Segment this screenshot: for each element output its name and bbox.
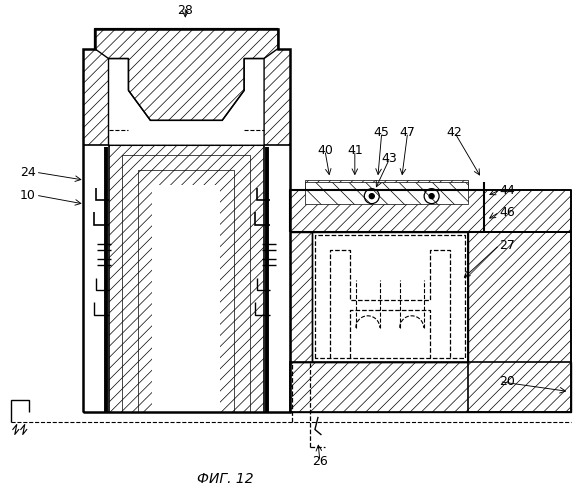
Text: 43: 43 xyxy=(382,152,398,165)
Polygon shape xyxy=(468,232,571,412)
Polygon shape xyxy=(290,190,485,232)
Polygon shape xyxy=(468,232,571,412)
Polygon shape xyxy=(305,180,468,190)
Circle shape xyxy=(429,194,434,198)
Text: 10: 10 xyxy=(20,188,36,202)
Polygon shape xyxy=(290,232,312,362)
Polygon shape xyxy=(468,232,571,412)
Text: 26: 26 xyxy=(312,455,328,468)
Text: 44: 44 xyxy=(499,184,515,196)
Polygon shape xyxy=(108,58,264,146)
Polygon shape xyxy=(138,170,234,412)
Polygon shape xyxy=(264,146,290,412)
Polygon shape xyxy=(122,156,250,412)
Circle shape xyxy=(369,194,374,198)
Polygon shape xyxy=(108,58,264,146)
Text: 24: 24 xyxy=(20,166,36,178)
Polygon shape xyxy=(83,146,108,412)
Polygon shape xyxy=(290,362,571,412)
Polygon shape xyxy=(315,235,465,358)
Text: 41: 41 xyxy=(347,144,363,157)
Polygon shape xyxy=(468,232,571,412)
Text: 27: 27 xyxy=(499,238,515,252)
Polygon shape xyxy=(305,182,468,204)
Text: 42: 42 xyxy=(447,126,462,139)
Text: 28: 28 xyxy=(178,4,193,17)
Text: 40: 40 xyxy=(317,144,333,157)
Text: 46: 46 xyxy=(499,206,515,218)
Polygon shape xyxy=(485,190,571,232)
Text: ФИГ. 12: ФИГ. 12 xyxy=(197,472,254,486)
Polygon shape xyxy=(305,190,468,232)
Text: 47: 47 xyxy=(400,126,415,139)
Text: 20: 20 xyxy=(499,375,515,388)
Polygon shape xyxy=(83,28,290,411)
Polygon shape xyxy=(312,232,468,362)
Text: 45: 45 xyxy=(374,126,390,139)
Polygon shape xyxy=(152,185,220,412)
Polygon shape xyxy=(94,28,278,120)
